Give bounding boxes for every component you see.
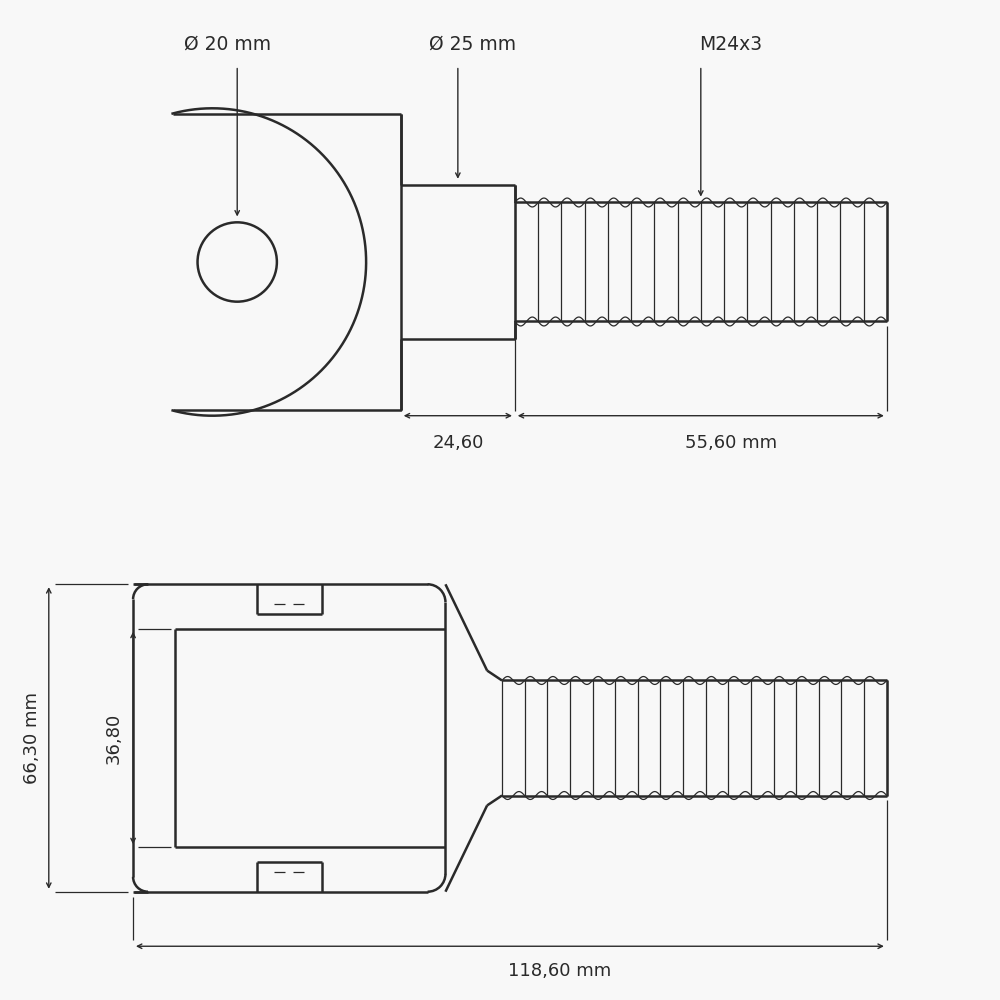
Text: 55,60 mm: 55,60 mm (685, 434, 777, 452)
Text: Ø 20 mm: Ø 20 mm (184, 35, 271, 54)
Text: 36,80: 36,80 (105, 712, 123, 764)
Text: Ø 25 mm: Ø 25 mm (429, 35, 516, 54)
Text: 66,30 mm: 66,30 mm (23, 692, 41, 784)
Text: 118,60 mm: 118,60 mm (508, 962, 611, 980)
Text: 24,60: 24,60 (432, 434, 484, 452)
Text: M24x3: M24x3 (699, 35, 762, 54)
